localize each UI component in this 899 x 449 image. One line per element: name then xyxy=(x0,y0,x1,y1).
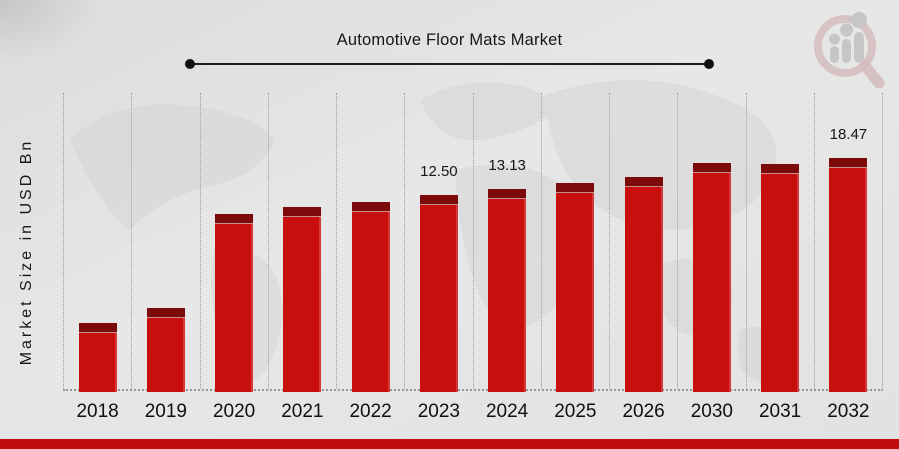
bar-2023 xyxy=(419,195,458,392)
bar-2026 xyxy=(624,177,663,392)
bar-cap-2026 xyxy=(624,177,663,187)
x-tick-2018: 2018 xyxy=(76,401,119,422)
plot-column-2025: 2025 xyxy=(540,93,609,422)
bar-cap-2020 xyxy=(215,214,254,224)
bar-2022 xyxy=(351,202,390,392)
data-label-2032: 18.47 xyxy=(829,126,868,143)
bar-2019 xyxy=(146,308,185,392)
plot-area: 2018 2019 2020 2021 2022 12.50 2023 13.13 2024 20… xyxy=(63,93,883,422)
bar-cap-2021 xyxy=(283,207,322,217)
plot-column-2023: 12.50 2023 xyxy=(404,93,472,422)
bar-cap-2025 xyxy=(556,183,595,193)
plot-column-2026: 2026 xyxy=(609,93,677,422)
plot-column-2024: 13.13 2024 xyxy=(472,93,541,422)
plot-column-2031: 2031 xyxy=(745,93,814,422)
magnifier-handle-icon xyxy=(859,60,885,89)
bar-2024 xyxy=(488,189,527,392)
plot-column-2022: 2022 xyxy=(336,93,404,422)
magnifier-ring-icon xyxy=(814,15,876,77)
bar-cap-2019 xyxy=(146,308,185,318)
bar-2031 xyxy=(761,164,800,392)
x-tick-2031: 2031 xyxy=(758,401,802,422)
bar-2032 xyxy=(829,158,868,392)
x-tick-2032: 2032 xyxy=(827,401,870,422)
bar-2021 xyxy=(283,207,322,392)
bar-cap-2022 xyxy=(351,202,390,212)
x-tick-2019: 2019 xyxy=(144,401,188,422)
plot-column-2018: 2018 xyxy=(63,93,131,422)
x-tick-2030: 2030 xyxy=(690,401,734,422)
logo-bars-icon xyxy=(829,12,867,63)
x-tick-2020: 2020 xyxy=(212,401,256,422)
bar-2018 xyxy=(78,323,117,392)
bar-cap-2024 xyxy=(488,189,527,199)
bar-cap-2032 xyxy=(829,158,868,168)
x-tick-2025: 2025 xyxy=(554,401,597,422)
x-tick-2022: 2022 xyxy=(349,401,392,422)
x-tick-2023: 2023 xyxy=(417,401,461,422)
footer-stripe xyxy=(0,439,899,449)
data-label-2024: 13.13 xyxy=(488,157,526,174)
bar-2025 xyxy=(556,183,595,392)
plot-column-2020: 2020 xyxy=(199,93,268,422)
mrfr-logo-watermark xyxy=(814,12,885,89)
bar-2030 xyxy=(692,163,731,392)
bar-cap-2018 xyxy=(78,323,117,333)
x-tick-2021: 2021 xyxy=(281,401,324,422)
plot-column-2030: 2030 xyxy=(677,93,745,422)
title-underline xyxy=(185,59,714,69)
plot-column-2021: 2021 xyxy=(267,93,336,422)
y-axis-label: Market Size in USD Bn xyxy=(18,138,35,366)
bar-2020 xyxy=(215,214,254,392)
data-label-2023: 12.50 xyxy=(420,163,458,180)
x-tick-2024: 2024 xyxy=(485,401,529,422)
plot-column-2032: 18.47 2032 xyxy=(813,93,882,422)
chart-title: Automotive Floor Mats Market xyxy=(336,31,563,49)
plot-column-2019: 2019 xyxy=(131,93,199,422)
x-tick-2026: 2026 xyxy=(622,401,665,422)
bar-cap-2030 xyxy=(692,163,731,173)
bar-cap-2031 xyxy=(761,164,800,174)
bar-cap-2023 xyxy=(419,195,458,205)
